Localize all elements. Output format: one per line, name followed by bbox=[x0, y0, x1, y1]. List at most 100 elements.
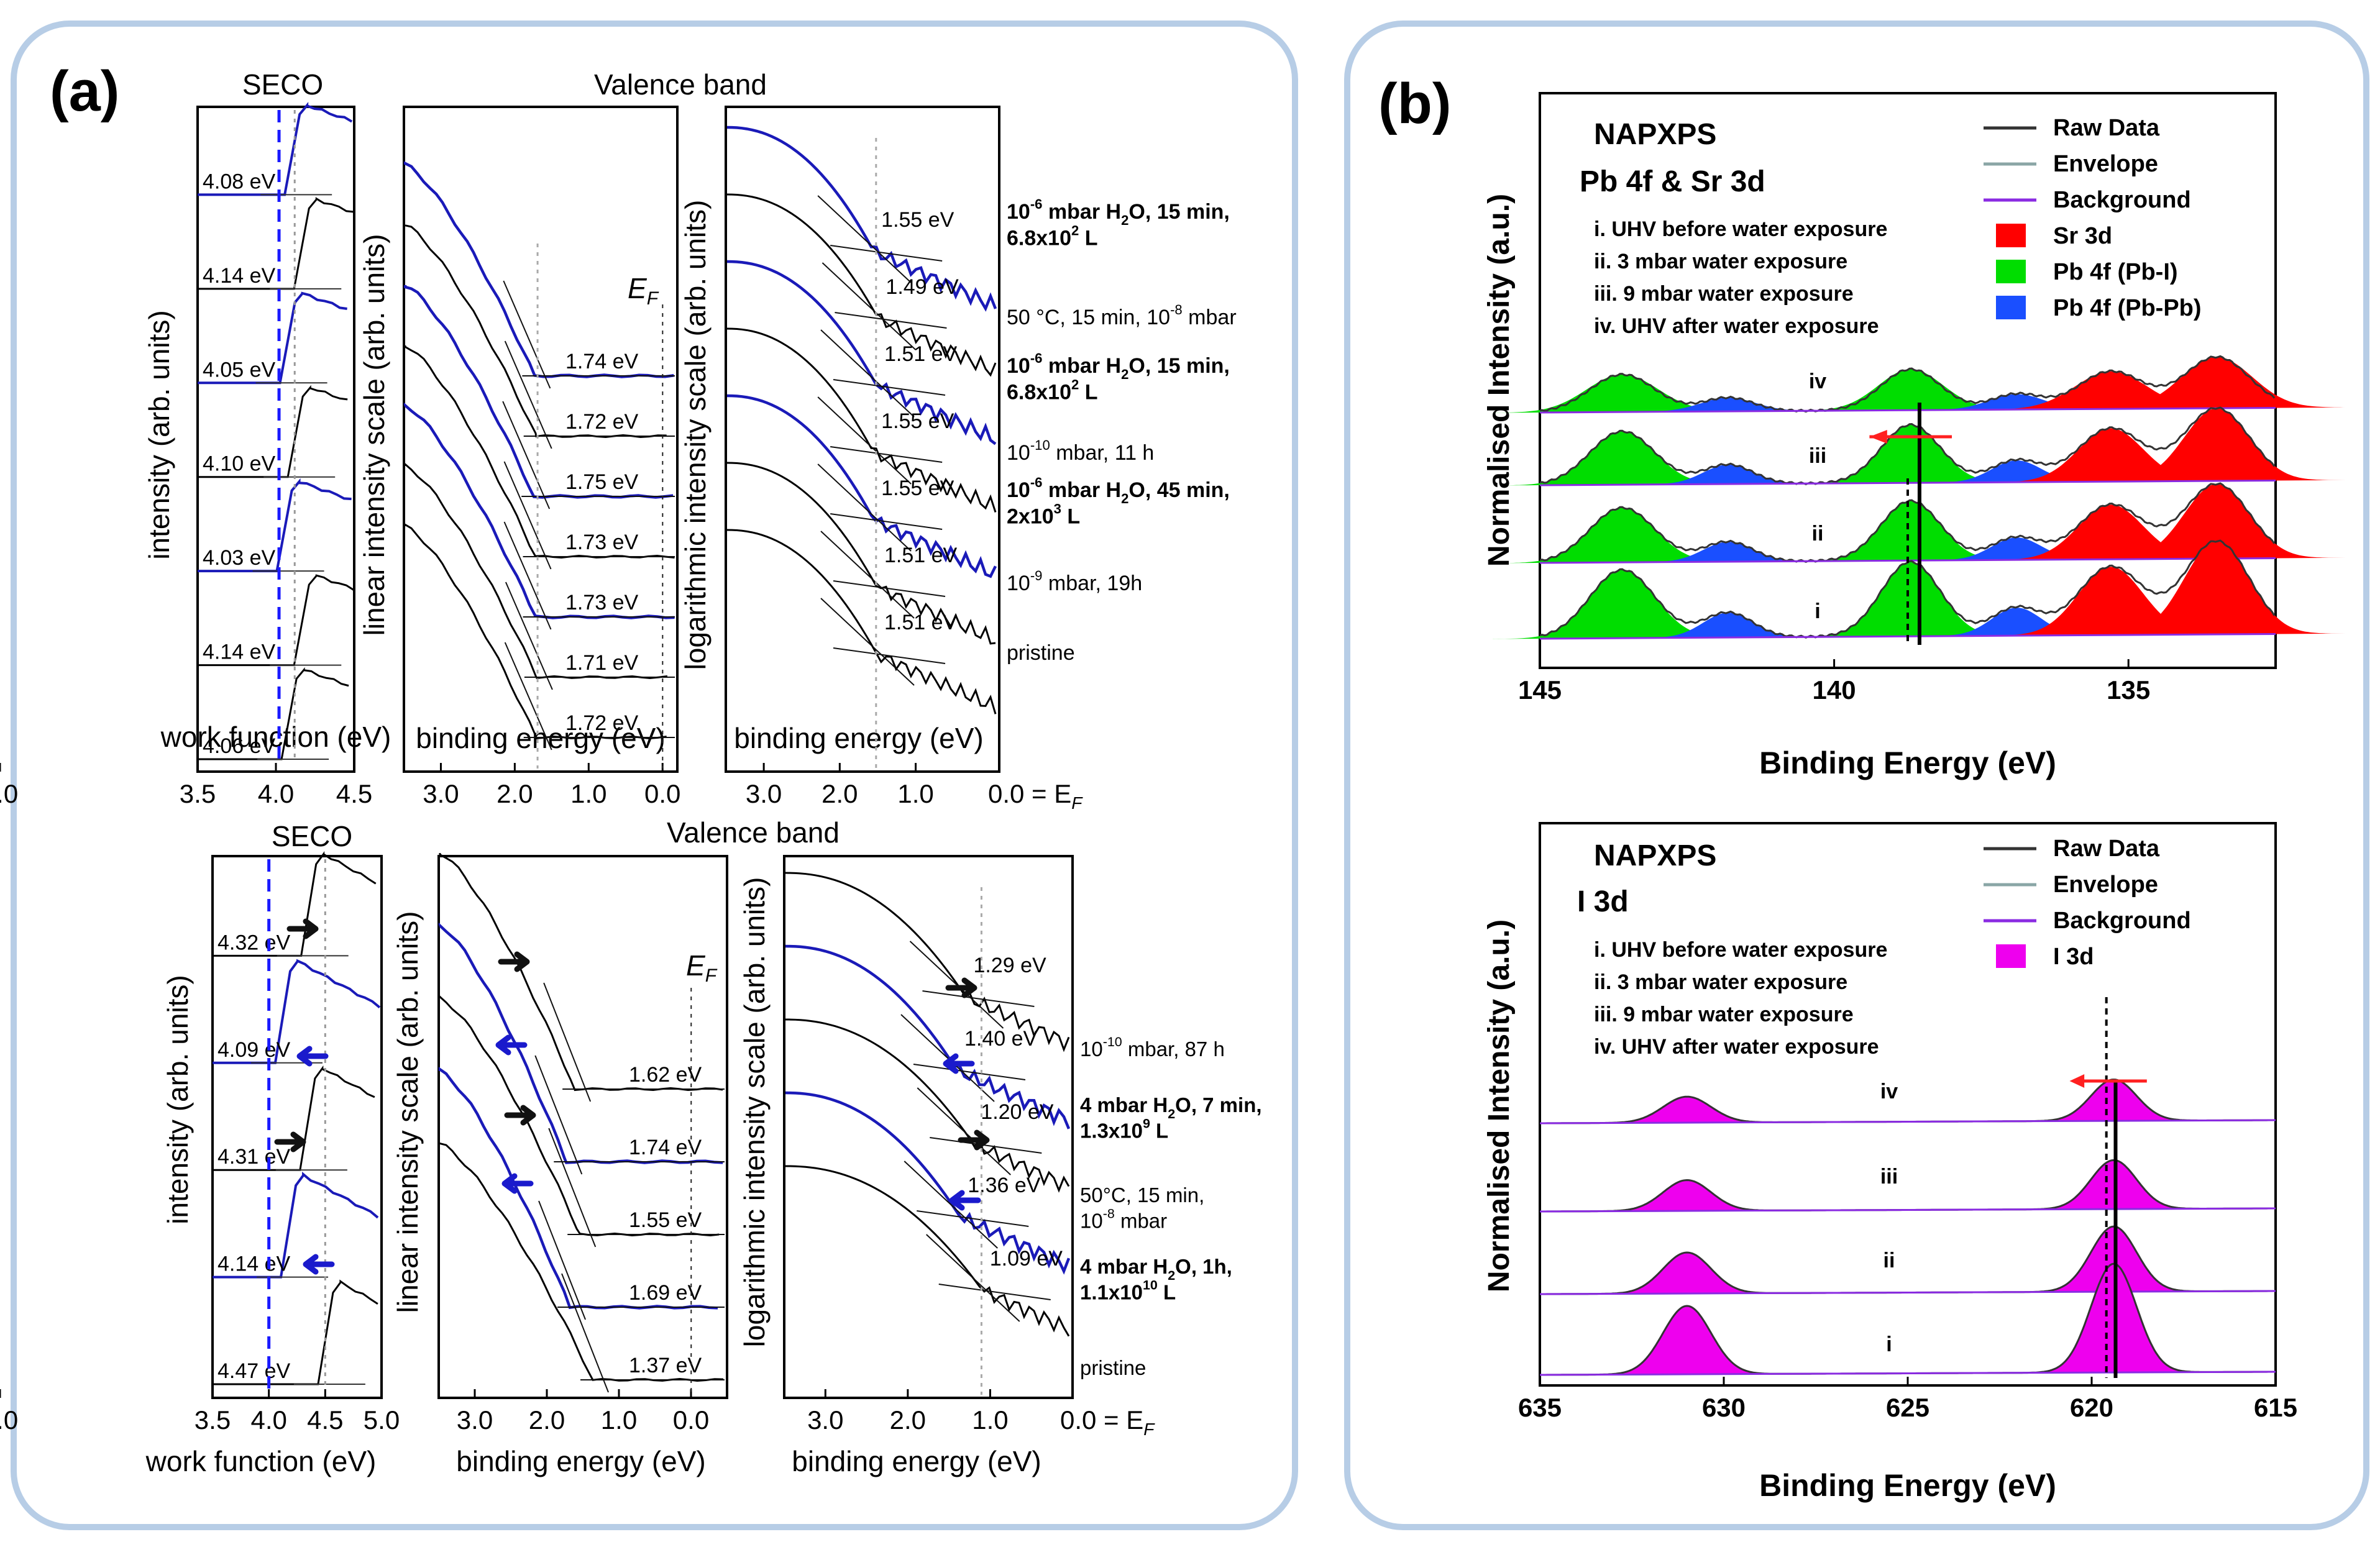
ef-label-top: EF bbox=[628, 272, 659, 309]
vbm-label: 1.72 eV bbox=[565, 410, 639, 434]
seco-onset-label: 4.03 eV bbox=[203, 546, 276, 570]
log-background-line bbox=[833, 379, 946, 396]
vbm-label: 1.72 eV bbox=[565, 711, 639, 735]
right-arrow-icon bbox=[498, 951, 530, 972]
vbm-tangent-line bbox=[504, 340, 552, 449]
vb-log-top-traces: 1.55 eV 1.49 eV 1.51 eV 1.55 eV 1.55 eV 1.51 … bbox=[726, 125, 997, 769]
legend-label: Raw Data bbox=[2053, 115, 2160, 141]
log-tangent-line bbox=[817, 396, 912, 485]
log-background-line bbox=[830, 513, 943, 530]
x-axis-end-label: 0.0 = EF bbox=[1060, 1405, 1155, 1439]
trace-label: iv bbox=[1880, 1080, 1898, 1103]
log-tangent-line bbox=[820, 329, 915, 417]
pb-pb-peak bbox=[1598, 613, 1858, 639]
sr3d-peak bbox=[1981, 371, 2241, 410]
vbm-label: 1.75 eV bbox=[565, 470, 639, 494]
vbm-log-label: 1.49 eV bbox=[886, 275, 959, 299]
pb4f-chart: NAPXPS Pb 4f & Sr 3d i. UHV before water… bbox=[1483, 92, 2346, 780]
seco-trace bbox=[198, 478, 352, 573]
panel-a-bottom: SECO Valence band intensity (arb. units)… bbox=[0, 816, 1262, 1477]
seco-bottom-axes bbox=[211, 855, 383, 1399]
log-background-line bbox=[938, 1284, 1051, 1300]
condition-list-item: i. UHV before water exposure bbox=[1594, 938, 1887, 962]
log-background-line bbox=[917, 1210, 1029, 1227]
x-tick-label: 1.0 bbox=[601, 1405, 637, 1435]
right-arrow-icon bbox=[945, 977, 977, 998]
vbm-log-label: 1.09 eV bbox=[990, 1247, 1063, 1271]
pb4f-conditions: i. UHV before water exposure ii. 3 mbar w… bbox=[1594, 217, 1887, 338]
condition-label: pristine bbox=[1080, 1356, 1146, 1379]
seco-onset-label: 4.08 eV bbox=[203, 170, 276, 193]
log-background-line bbox=[930, 1137, 1042, 1154]
log-tangent-line bbox=[820, 598, 915, 686]
background-line bbox=[1539, 1207, 2276, 1213]
condition-list-item: iv. UHV after water exposure bbox=[1594, 1035, 1879, 1059]
log-tangent-line bbox=[904, 1161, 998, 1249]
left-arrow-icon bbox=[296, 1046, 329, 1067]
vbm-log-label: 1.29 eV bbox=[973, 954, 1046, 977]
vb-linear-trace bbox=[404, 522, 667, 740]
log-tangent-line bbox=[909, 941, 1004, 1029]
raw-data-trace bbox=[1539, 355, 2276, 413]
vb-log-trace bbox=[785, 1091, 1071, 1275]
condition-list-item: iii. 9 mbar water exposure bbox=[1594, 1003, 1854, 1026]
pb4f-ticks: 145 140 135 bbox=[1518, 659, 2150, 705]
x-tick-label: 625 bbox=[1886, 1393, 1929, 1422]
condition-list-item: iii. 9 mbar water exposure bbox=[1594, 282, 1854, 306]
vb-log-bottom-ticks: 3.0 2.0 1.0 0.0 0.0 = EF bbox=[0, 1389, 1155, 1439]
x-tick-label: 635 bbox=[1518, 1393, 1562, 1422]
log-tangent-line bbox=[926, 1234, 1020, 1322]
left-arrow-icon bbox=[495, 1034, 528, 1056]
raw-data-trace bbox=[1539, 406, 2276, 485]
legend-label: Raw Data bbox=[2053, 836, 2160, 862]
vb-linear-trace bbox=[403, 161, 674, 378]
legend-label: Envelope bbox=[2053, 872, 2158, 898]
right-arrow-icon bbox=[274, 1131, 306, 1152]
vb-log-top-xlabel: binding energy (eV) bbox=[734, 722, 983, 754]
trace-label: i bbox=[1886, 1333, 1892, 1356]
vb-log-trace bbox=[726, 394, 997, 578]
seco-top-ylabel: intensity (arb. units) bbox=[143, 310, 175, 559]
seco-trace bbox=[213, 851, 377, 957]
seco-title: SECO bbox=[242, 68, 323, 101]
trace-label: ii bbox=[1812, 522, 1824, 545]
condition-label: 4 mbar H2​O, 1h, bbox=[1080, 1255, 1232, 1283]
i3d-chart: NAPXPS I 3d i. UHV before water exposure… bbox=[1483, 822, 2297, 1503]
log-background-line bbox=[833, 647, 946, 664]
legend-label: I 3d bbox=[2053, 944, 2094, 970]
i3d-conditions: i. UHV before water exposure ii. 3 mbar w… bbox=[1594, 938, 1887, 1059]
x-tick-label: 145 bbox=[1518, 675, 1562, 705]
x-tick-label: 2.0 bbox=[497, 779, 533, 808]
condition-label: 50 °C, 15 min, 10-8​ mbar bbox=[1007, 302, 1237, 329]
x-tick-label: 4.0 bbox=[258, 779, 294, 808]
conditions-top: 10-6​ mbar H2​O, 15 min,6.8x102 L50 °C, … bbox=[1007, 196, 1237, 665]
condition-label-line2: 10-8 mbar bbox=[1080, 1206, 1167, 1232]
sr3d-peak bbox=[2087, 541, 2346, 636]
vbm-log-label: 1.51 eV bbox=[884, 342, 958, 366]
x-tick-label: 0.0 bbox=[0, 1405, 18, 1435]
x-tick-label: 5.0 bbox=[364, 1405, 400, 1435]
vbm-label: 1.73 eV bbox=[565, 591, 639, 614]
i3d-xlabel: Binding Energy (eV) bbox=[1759, 1468, 2056, 1503]
seco-bottom-title: SECO bbox=[272, 820, 352, 852]
vb-log-top-axes bbox=[725, 106, 1000, 773]
sr3d-peak bbox=[1981, 504, 2241, 560]
legend-box-swatch bbox=[1996, 224, 2026, 247]
x-tick-label: 3.0 bbox=[423, 779, 459, 808]
vbm-tangent-line bbox=[503, 521, 552, 630]
pb-pb-peak bbox=[1887, 460, 2146, 483]
x-tick-label: 135 bbox=[2107, 675, 2150, 705]
condition-label-line2: 6.8x102 L bbox=[1007, 223, 1098, 250]
left-arrow-icon bbox=[303, 1254, 335, 1275]
seco-onset-label: 4.31 eV bbox=[217, 1145, 291, 1169]
seco-onset-label: 4.14 eV bbox=[203, 641, 276, 664]
vb-lin-bottom-xlabel: binding energy (eV) bbox=[456, 1445, 705, 1477]
vb-lin-top-axes bbox=[403, 106, 679, 773]
legend-label: Sr 3d bbox=[2053, 223, 2112, 249]
vbm-tangent-line bbox=[504, 642, 552, 750]
pb-pb-peak bbox=[1887, 537, 2146, 561]
seco-onset-label: 4.05 eV bbox=[203, 358, 276, 381]
condition-label-line2: 2x103 L bbox=[1007, 501, 1080, 529]
vbm-log-label: 1.51 eV bbox=[884, 611, 958, 634]
